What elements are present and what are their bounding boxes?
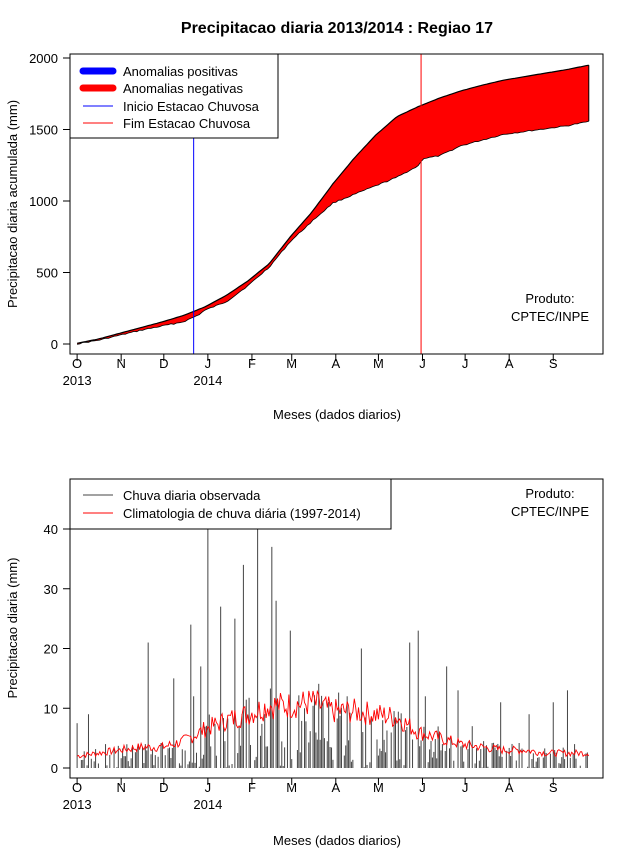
chart1-x-tick-label: D xyxy=(159,356,168,371)
chart1-y-tick-label: 1500 xyxy=(29,123,58,138)
chart2-y-tick-label: 0 xyxy=(51,761,58,776)
chart1-x-tick-label: J xyxy=(205,356,212,371)
chart2-x-tick-label: A xyxy=(505,780,514,795)
chart1-x-tick-label: M xyxy=(373,356,384,371)
chart2-product-source: CPTEC/INPE xyxy=(511,504,589,519)
chart1-title: Precipitacao diaria 2013/2014 : Regiao 1… xyxy=(181,20,493,37)
chart2-legend-box xyxy=(69,478,392,530)
chart1-y-tick-label: 2000 xyxy=(29,51,58,66)
chart1-y-tick-label: 500 xyxy=(36,266,58,281)
cumulative-lines xyxy=(76,64,590,345)
legend-label-observed: Chuva diaria observada xyxy=(123,488,261,503)
chart1-x-tick-label: J xyxy=(419,356,426,371)
chart1-y-axis: 0 500 1000 1500 2000 xyxy=(29,51,70,352)
chart2-y-tick-label: 10 xyxy=(44,701,58,716)
chart1-year-label: 2013 xyxy=(63,373,92,388)
chart2-x-tick-label: J xyxy=(462,780,469,795)
chart1-legend: Anomalias positivas Anomalias negativas … xyxy=(69,53,279,139)
chart2-x-tick-label: D xyxy=(159,780,168,795)
chart1-x-tick-label: J xyxy=(462,356,469,371)
chart2-legend: Chuva diaria observada Climatologia de c… xyxy=(69,478,392,530)
chart1-y-tick-label: 0 xyxy=(51,337,58,352)
chart2-y-tick-label: 20 xyxy=(44,642,58,657)
chart1-product-source: CPTEC/INPE xyxy=(511,309,589,324)
daily-climatology-line xyxy=(76,689,590,759)
chart1-x-tick-label: A xyxy=(331,356,340,371)
daily-precipitation-chart: 0 10 20 30 40 O N D J F M A M J J A S 2013 2014 Meses (d… xyxy=(5,478,604,848)
chart2-x-tick-label: S xyxy=(549,780,558,795)
chart2-x-tick-label: M xyxy=(373,780,384,795)
chart2-year-label: 2014 xyxy=(193,797,222,812)
chart2-x-tick-label: A xyxy=(331,780,340,795)
chart1-x-tick-label: S xyxy=(549,356,558,371)
chart2-x-label: Meses (dados diarios) xyxy=(273,833,401,848)
legend-label-climatology: Climatologia de chuva diária (1997-2014) xyxy=(123,506,361,521)
chart1-year-label: 2014 xyxy=(193,373,222,388)
chart2-y-tick-label: 40 xyxy=(44,522,58,537)
chart2-x-tick-label: N xyxy=(116,780,125,795)
chart2-y-label: Precipitacao diaria (mm) xyxy=(5,558,20,699)
chart1-product-label: Produto: xyxy=(525,291,574,306)
chart2-y-tick-label: 30 xyxy=(44,582,58,597)
chart2-x-tick-label: J xyxy=(419,780,426,795)
daily-observed-bars xyxy=(76,517,588,768)
climatology-cumulative-line xyxy=(76,64,589,344)
chart1-plot-frame xyxy=(69,53,604,355)
anomaly-bands xyxy=(77,65,589,345)
chart2-x-tick-label: O xyxy=(72,780,82,795)
legend-label-positive: Anomalias positivas xyxy=(123,64,238,79)
chart1-year-labels: 2013 2014 xyxy=(63,373,223,388)
chart1-y-label: Precipitacao diaria acumulada (mm) xyxy=(5,100,20,308)
chart2-x-tick-label: F xyxy=(248,780,256,795)
chart1-x-tick-label: F xyxy=(248,356,256,371)
chart2-year-labels: 2013 2014 xyxy=(63,797,223,812)
chart1-x-tick-label: M xyxy=(286,356,297,371)
chart1-x-label: Meses (dados diarios) xyxy=(273,407,401,422)
chart1-x-tick-label: N xyxy=(116,356,125,371)
legend-label-season-end: Fim Estacao Chuvosa xyxy=(123,116,251,131)
chart1-x-tick-label: O xyxy=(72,356,82,371)
chart1-y-tick-label: 1000 xyxy=(29,194,58,209)
chart1-x-tick-label: A xyxy=(505,356,514,371)
legend-label-negative: Anomalias negativas xyxy=(123,81,243,96)
chart2-year-label: 2013 xyxy=(63,797,92,812)
chart2-y-axis: 0 10 20 30 40 xyxy=(44,522,70,776)
negative-anomaly-area xyxy=(77,65,589,345)
chart2-x-tick-label: J xyxy=(205,780,212,795)
observed-cumulative-line xyxy=(77,120,589,345)
chart2-product-label: Produto: xyxy=(525,486,574,501)
legend-label-season-start: Inicio Estacao Chuvosa xyxy=(123,99,260,114)
climatology-daily-line xyxy=(76,689,590,759)
chart2-x-tick-label: M xyxy=(286,780,297,795)
cumulative-precipitation-chart: Precipitacao diaria 2013/2014 : Regiao 1… xyxy=(5,20,604,422)
